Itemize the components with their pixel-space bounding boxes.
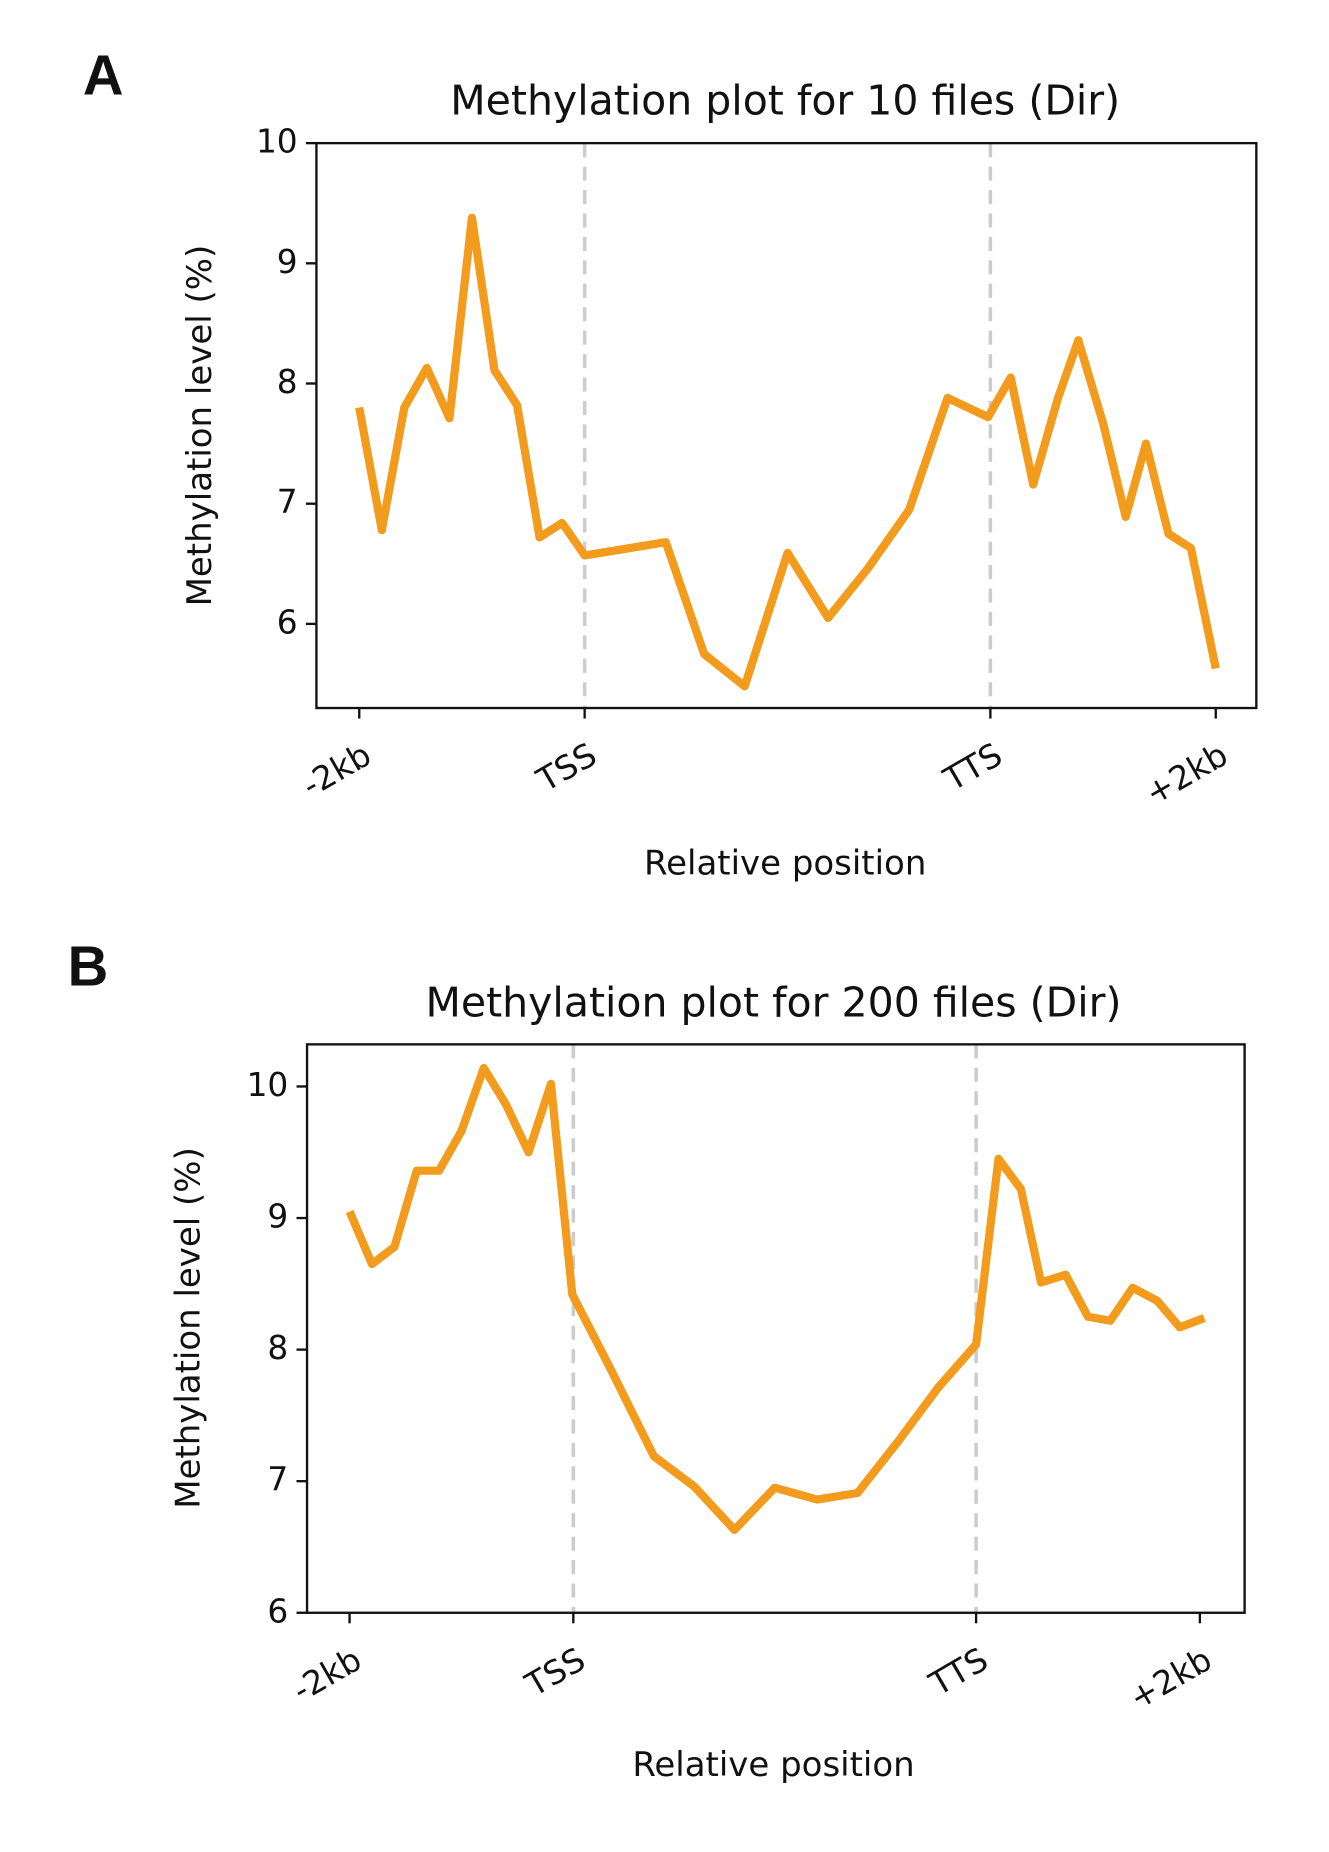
y-tick-label: 7 (267, 1461, 288, 1499)
plot-frame (315, 141, 1258, 710)
y-tick-label: 7 (277, 483, 298, 521)
plot-frame (305, 1043, 1246, 1614)
y-tick-label: 6 (267, 1592, 288, 1630)
x-axis-label: Relative position (644, 844, 926, 884)
x-axis-label: Relative position (632, 1745, 914, 1785)
x-tick-label: -2kb (296, 736, 378, 805)
data-line (355, 213, 1220, 691)
x-tick-label: TTS (922, 1640, 994, 1704)
x-tick-label: +2kb (1139, 736, 1234, 813)
x-tick-label: -2kb (286, 1640, 368, 1709)
y-tick-label: 9 (277, 243, 298, 281)
y-tick-label: 8 (277, 363, 298, 401)
chart-title: Methylation plot for 10 files (Dir) (450, 76, 1120, 124)
x-tick-label: TTS (937, 736, 1009, 800)
data-line (345, 1063, 1206, 1535)
x-tick-label: TSS (530, 736, 603, 800)
x-tick-label: +2kb (1123, 1640, 1218, 1717)
x-tick-label: TSS (518, 1640, 591, 1704)
y-tick-label: 9 (267, 1198, 288, 1236)
y-axis-label: Methylation level (%) (180, 245, 220, 607)
chart-title: Methylation plot for 200 files (Dir) (426, 979, 1122, 1027)
panel-label: A (83, 44, 124, 107)
y-tick-label: 6 (277, 603, 298, 641)
y-tick-label: 8 (267, 1329, 288, 1367)
y-axis-label: Methylation level (%) (168, 1147, 208, 1509)
y-tick-label: 10 (256, 123, 298, 161)
panel-label: B (68, 934, 109, 997)
y-tick-label: 10 (247, 1066, 289, 1104)
